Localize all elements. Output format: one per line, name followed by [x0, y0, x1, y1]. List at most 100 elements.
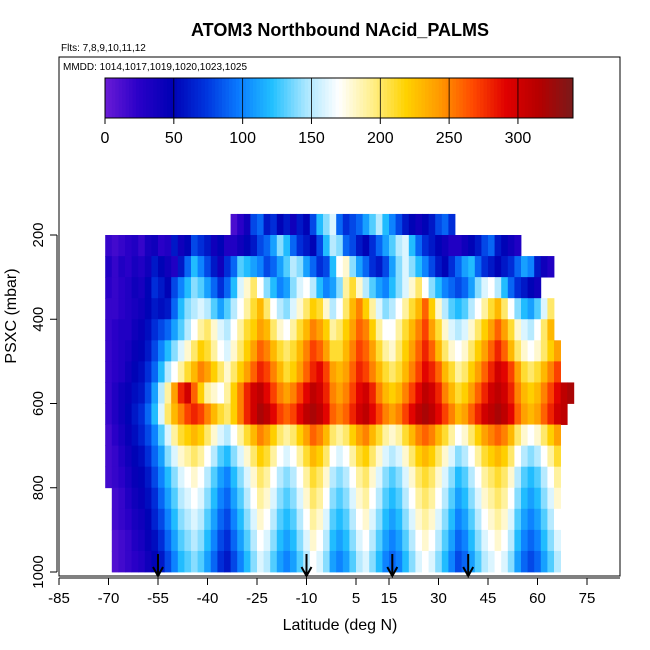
heatmap-cell: [144, 277, 152, 299]
heatmap-cell: [164, 424, 172, 447]
heatmap-cell: [171, 235, 179, 257]
heatmap-cell: [547, 319, 555, 341]
heatmap-cell: [118, 361, 126, 383]
heatmap-cell: [408, 340, 416, 362]
heatmap-cell: [448, 382, 456, 404]
heatmap-cell: [111, 277, 119, 299]
heatmap-cell: [395, 487, 403, 510]
heatmap-cell: [270, 487, 278, 510]
heatmap-cell: [243, 382, 251, 404]
heatmap-cell: [342, 550, 350, 573]
heatmap-cell: [118, 529, 126, 552]
heatmap-cell: [263, 277, 271, 299]
heatmap-cell: [507, 382, 515, 404]
heatmap-cell: [336, 487, 344, 510]
heatmap-cell: [158, 424, 165, 447]
heatmap-cell: [362, 298, 370, 320]
heatmap-cell: [237, 361, 245, 383]
heatmap-cell: [527, 445, 535, 468]
heatmap-cell: [488, 550, 495, 573]
heatmap-cell: [323, 445, 330, 468]
colorbar-segment: [366, 78, 371, 118]
colorbar-segment: [511, 78, 515, 118]
heatmap-cell: [461, 424, 469, 447]
heatmap-cell: [191, 550, 198, 573]
colorbar-segment: [431, 78, 436, 118]
heatmap-cell: [488, 382, 495, 404]
heatmap-cell: [217, 235, 225, 257]
heatmap-cell: [501, 508, 509, 531]
heatmap-cell: [184, 319, 192, 341]
heatmap-cell: [217, 550, 225, 573]
heatmap-cell: [349, 213, 357, 236]
heatmap-cell: [501, 382, 509, 404]
heatmap-cell: [217, 403, 225, 425]
heatmap-cell: [270, 424, 278, 447]
y-tick-label: 1000: [30, 555, 47, 588]
heatmap-cell: [349, 277, 357, 299]
heatmap-cell: [389, 361, 396, 383]
heatmap-cell: [177, 235, 185, 257]
heatmap-cell: [184, 550, 192, 573]
colorbar-segment: [428, 78, 433, 118]
heatmap-cell: [224, 529, 231, 552]
colorbar-segment: [500, 78, 505, 118]
heatmap-cell: [494, 361, 502, 383]
heatmap-cell: [263, 550, 271, 573]
heatmap-cell: [521, 403, 528, 425]
heatmap-cell: [455, 340, 462, 362]
heatmap-cell: [118, 319, 126, 341]
heatmap-cell: [408, 235, 416, 257]
heatmap-cell: [138, 319, 146, 341]
colorbar-segment: [438, 78, 443, 118]
heatmap-cell: [514, 550, 522, 573]
heatmap-cell: [270, 277, 278, 299]
colorbar-segment: [352, 78, 357, 118]
heatmap-cell: [224, 487, 231, 510]
heatmap-cell: [455, 529, 462, 552]
heatmap-cell: [105, 235, 113, 257]
heatmap-cell: [369, 340, 377, 362]
heatmap-cell: [158, 277, 165, 299]
heatmap-cell: [375, 213, 383, 236]
colorbar-segment: [345, 78, 350, 118]
heatmap-cell: [237, 508, 245, 531]
heatmap-cell: [448, 298, 456, 320]
heatmap-cell: [138, 340, 146, 362]
heatmap-cell: [217, 424, 225, 447]
heatmap-cell: [316, 298, 324, 320]
heatmap-cell: [494, 487, 502, 510]
heatmap-cell: [441, 403, 449, 425]
heatmap-cell: [435, 213, 443, 236]
heatmap-cell: [474, 487, 482, 510]
heatmap-cell: [389, 340, 396, 362]
heatmap-cell: [270, 340, 278, 362]
colorbar-segment: [342, 78, 347, 118]
heatmap-cell: [131, 529, 139, 552]
heatmap-cell: [191, 277, 198, 299]
heatmap-cell: [151, 277, 159, 299]
heatmap-cell: [514, 319, 522, 341]
heatmap-cell: [138, 256, 146, 278]
heatmap-cell: [481, 550, 489, 573]
heatmap-cell: [230, 508, 238, 531]
heatmap-cell: [422, 256, 429, 278]
heatmap-cell: [197, 382, 205, 404]
heatmap-cell: [402, 382, 410, 404]
heatmap-cell: [138, 508, 146, 531]
heatmap-cell: [197, 403, 205, 425]
heatmap-cell: [283, 298, 291, 320]
heatmap-cell: [204, 487, 212, 510]
heatmap-cell: [521, 361, 528, 383]
heatmap-cell: [184, 382, 192, 404]
heatmap-cell: [329, 487, 337, 510]
colorbar-segment: [173, 78, 178, 118]
heatmap-cell: [428, 466, 436, 489]
heatmap-cell: [389, 466, 396, 489]
heatmap-cell: [296, 445, 304, 468]
heatmap-cell: [151, 445, 159, 468]
colorbar-segment: [545, 78, 550, 118]
heatmap-cell: [316, 550, 324, 573]
heatmap-cell: [481, 487, 489, 510]
heatmap-cell: [316, 277, 324, 299]
